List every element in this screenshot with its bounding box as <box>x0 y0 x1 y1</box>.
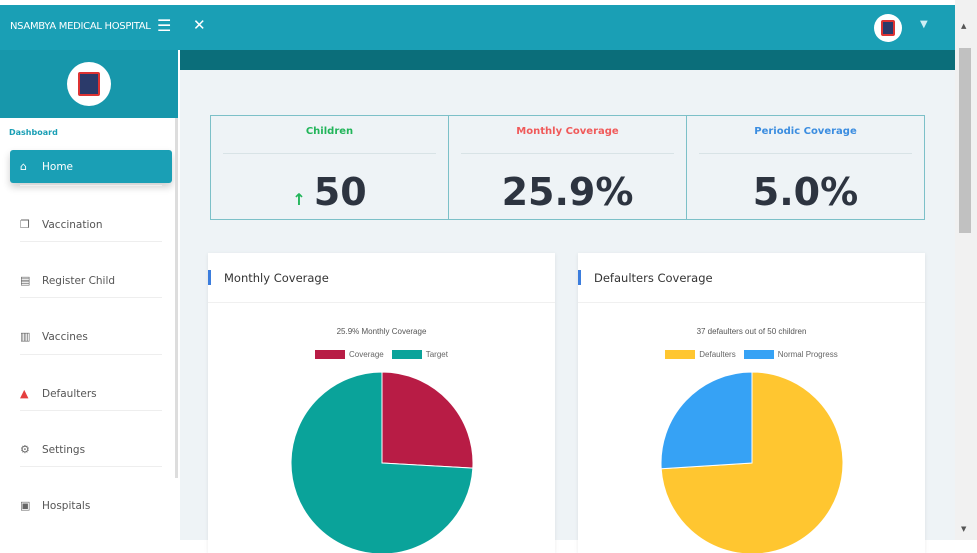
legend-label: Normal Progress <box>777 350 838 359</box>
stat-value: 25.9% <box>501 170 634 214</box>
chart-legend: Coverage Target <box>208 350 555 360</box>
chart-title: 37 defaulters out of 50 children <box>696 327 807 336</box>
chart-legend: Defaulters Normal Progress <box>578 350 925 360</box>
sidebar-item-settings[interactable]: ⚙ Settings <box>10 433 172 466</box>
hospital-icon <box>881 20 895 36</box>
legend-label: Defaulters <box>699 350 736 359</box>
pie-slice-coverage[interactable] <box>381 371 474 469</box>
sidebar-item-vaccination[interactable]: ❐ Vaccination <box>10 208 172 241</box>
hospitals-icon: ▣ <box>20 499 31 512</box>
legend-swatch <box>315 350 346 360</box>
stat-value: 5.0% <box>752 170 859 214</box>
legend-item[interactable]: Target <box>391 350 448 360</box>
sidebar: Dashboard ⌂ Home ❐ Vaccination ▤ Register Chi… <box>0 50 178 540</box>
vaccines-icon: ▥ <box>20 330 31 343</box>
sidebar-item-label: Defaulters <box>42 387 97 400</box>
scrollbar-thumb[interactable] <box>959 48 971 233</box>
register-child-icon: ▤ <box>20 274 31 287</box>
stat-periodic-coverage: Periodic Coverage 5.0% <box>687 116 924 219</box>
sidebar-section-label: Dashboard <box>9 128 58 137</box>
sidebar-scrollbar[interactable] <box>175 118 178 478</box>
legend-item[interactable]: Coverage <box>315 350 384 360</box>
stat-value: 50 <box>313 170 367 214</box>
legend-swatch <box>665 350 696 360</box>
sidebar-item-label: Register Child <box>42 274 116 287</box>
defaulters-coverage-card: Defaulters Coverage 37 defaulters out of… <box>578 253 925 553</box>
sidebar-item-hospitals[interactable]: ▣ Hospitals <box>10 489 172 522</box>
logo-area <box>0 50 178 118</box>
sidebar-item-label: Settings <box>42 443 86 456</box>
sidebar-item-vaccines[interactable]: ▥ Vaccines <box>10 320 172 353</box>
settings-icon: ⚙ <box>20 443 30 456</box>
hamburger-icon[interactable]: ☰ <box>157 16 172 35</box>
monthly-coverage-card: Monthly Coverage 25.9% Monthly Coverage C… <box>208 253 555 553</box>
legend-swatch <box>743 350 774 360</box>
page-scrollbar[interactable]: ▲ ▼ <box>955 0 977 540</box>
expand-icon[interactable]: ✕ <box>193 16 206 34</box>
scroll-up-arrow-icon[interactable]: ▲ <box>961 22 967 30</box>
vaccination-icon: ❐ <box>20 218 30 231</box>
card-title: Monthly Coverage <box>208 253 555 303</box>
pie-chart <box>290 371 474 553</box>
legend-item[interactable]: Defaulters <box>665 350 736 360</box>
brand-name: NSAMBYA MEDICAL HOSPITAL <box>10 21 151 32</box>
user-avatar[interactable] <box>874 14 902 42</box>
hospital-logo <box>67 62 111 106</box>
stat-title: Periodic Coverage <box>754 126 857 137</box>
stats-row: Children ↑ 50 Monthly Coverage 25.9% Peri… <box>210 115 925 220</box>
sidebar-item-label: Hospitals <box>42 499 91 512</box>
defaulters-icon: ▲ <box>20 387 29 400</box>
stat-title: Monthly Coverage <box>516 126 619 137</box>
home-icon: ⌂ <box>20 160 27 173</box>
sidebar-item-home[interactable]: ⌂ Home <box>10 150 172 183</box>
chart-title: 25.9% Monthly Coverage <box>336 327 427 336</box>
main-content: Children ↑ 50 Monthly Coverage 25.9% Peri… <box>180 50 955 553</box>
legend-item[interactable]: Normal Progress <box>743 350 838 360</box>
card-title: Defaulters Coverage <box>578 253 925 303</box>
arrow-up-icon: ↑ <box>292 190 306 209</box>
sidebar-item-label: Vaccines <box>42 330 88 343</box>
sidebar-item-defaulters[interactable]: ▲ Defaulters <box>10 377 172 410</box>
chevron-down-icon[interactable]: ▼ <box>920 19 928 30</box>
stat-title: Children <box>305 126 354 137</box>
legend-swatch <box>391 350 422 360</box>
stat-children: Children ↑ 50 <box>211 116 449 219</box>
pie-chart <box>660 371 844 553</box>
pie-slice-normal-progress[interactable] <box>660 371 753 470</box>
sidebar-item-label: Home <box>42 160 74 173</box>
hospital-icon <box>78 72 100 96</box>
top-navbar: NSAMBYA MEDICAL HOSPITAL ☰ ✕ ▼ <box>0 5 955 50</box>
legend-label: Coverage <box>349 350 384 359</box>
scroll-down-arrow-icon[interactable]: ▼ <box>961 525 967 533</box>
sidebar-item-register-child[interactable]: ▤ Register Child <box>10 264 172 297</box>
sidebar-item-label: Vaccination <box>42 218 103 231</box>
stat-monthly-coverage: Monthly Coverage 25.9% <box>449 116 687 219</box>
header-strip <box>180 50 955 70</box>
legend-label: Target <box>425 350 448 359</box>
pie-slice-target[interactable] <box>290 371 474 553</box>
